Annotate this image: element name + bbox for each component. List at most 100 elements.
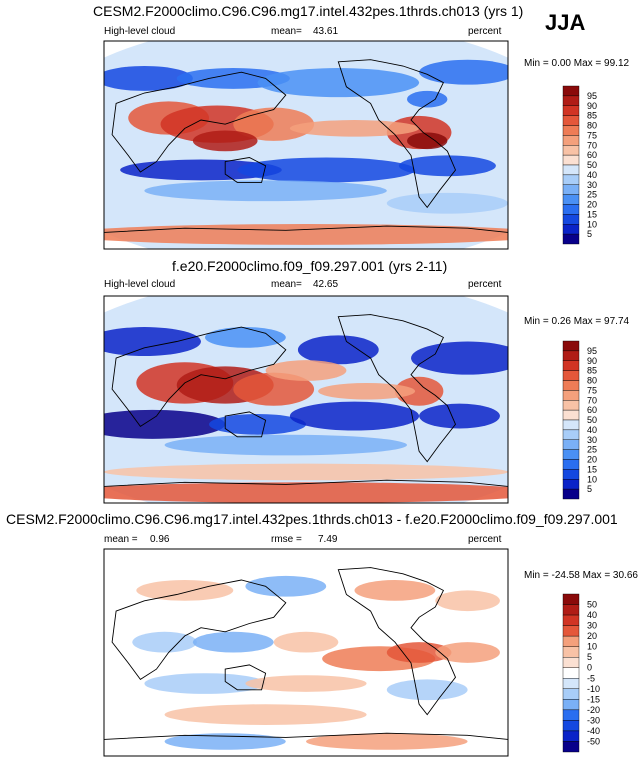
- colorbar-box: [562, 469, 580, 480]
- colorbar-box: [562, 214, 580, 225]
- colorbar-tick-label: 50: [587, 600, 597, 610]
- colorbar-box: [562, 174, 580, 185]
- map-panel-2: [103, 295, 509, 504]
- colorbar-tick-label: -5: [587, 673, 595, 683]
- coastline: [111, 579, 287, 681]
- field-blob: [237, 157, 416, 183]
- colorbar-tick-label: 70: [587, 395, 597, 405]
- panel-2-units: percent: [468, 279, 502, 290]
- colorbar-tick-label: 30: [587, 621, 597, 631]
- field-blob: [386, 192, 508, 214]
- colorbar-tick-label: 60: [587, 405, 597, 415]
- colorbar-box: [562, 390, 580, 401]
- colorbar-box: [562, 614, 580, 626]
- panel-1-mean-label: mean=: [271, 26, 302, 37]
- colorbar-tick-label: -20: [587, 705, 600, 715]
- field-blob: [164, 434, 407, 456]
- field-blob: [144, 180, 387, 202]
- colorbar-tick-label: 95: [587, 91, 597, 101]
- colorbar-box: [562, 409, 580, 421]
- field-blob: [386, 642, 452, 663]
- colorbar-box: [562, 419, 580, 431]
- field-blob: [233, 372, 315, 406]
- map-panel-1: [103, 40, 509, 250]
- colorbar-tick-label: 5: [587, 652, 592, 662]
- colorbar-box: [562, 709, 580, 721]
- colorbar-tick-label: 0: [587, 663, 592, 673]
- colorbar-tick-label: -50: [587, 736, 600, 746]
- field-blob: [104, 482, 508, 503]
- panel-3-mean-label: mean =: [104, 534, 138, 545]
- field-blob: [265, 360, 347, 381]
- colorbar-tick-label: 90: [587, 356, 597, 366]
- coastline: [104, 732, 508, 740]
- coastline: [337, 59, 457, 209]
- colorbar-box: [562, 105, 580, 116]
- panel-3-rmse-label: rmse =: [271, 534, 302, 545]
- colorbar-box: [562, 720, 580, 732]
- colorbar-box: [562, 340, 580, 352]
- coastline: [111, 326, 287, 428]
- colorbar-tick-label: 75: [587, 385, 597, 395]
- colorbar-tick-label: 40: [587, 610, 597, 620]
- map-field-3: [104, 549, 508, 756]
- panel-1-units: percent: [468, 26, 502, 37]
- field-blob: [192, 631, 274, 653]
- colorbar-box: [562, 145, 580, 156]
- colorbar-tick-label: 20: [587, 631, 597, 641]
- coastline: [111, 71, 287, 173]
- field-blob: [192, 130, 258, 152]
- colorbar-box: [562, 204, 580, 215]
- season-label: JJA: [545, 10, 586, 35]
- map-frame: [103, 548, 509, 757]
- field-blob: [132, 631, 197, 653]
- colorbar-box: [562, 730, 580, 742]
- field-blob: [435, 642, 500, 663]
- map-frame: [103, 295, 509, 504]
- colorbar-box: [562, 604, 580, 616]
- colorbar-box: [562, 646, 580, 658]
- field-blob: [289, 401, 420, 431]
- panel-3-rmse-value: 7.49: [318, 534, 338, 545]
- panel-2-title: f.e20.F2000climo.f09_f09.297.001 (yrs 2-…: [172, 258, 448, 274]
- colorbar-tick-label: 10: [587, 474, 597, 484]
- field-blob: [104, 463, 508, 481]
- colorbar-tick-label: 20: [587, 455, 597, 465]
- field-blob: [318, 382, 416, 400]
- colorbar-box: [562, 85, 580, 97]
- colorbar-tick-label: 30: [587, 180, 597, 190]
- colorbar-tick-label: 50: [587, 160, 597, 170]
- colorbar-tick-label: 10: [587, 219, 597, 229]
- field-blob: [104, 65, 193, 91]
- colorbar-box: [562, 194, 580, 205]
- colorbar-box: [562, 115, 580, 126]
- panel-1-minmax: Min = 0.00 Max = 99.12: [524, 58, 630, 69]
- coastline: [337, 567, 457, 716]
- field-blob: [289, 120, 420, 137]
- colorbar-tick-label: 75: [587, 130, 597, 140]
- colorbar-tick-label: -15: [587, 694, 600, 704]
- colorbar-tick-label: 80: [587, 121, 597, 131]
- field-blob: [306, 733, 468, 750]
- panel-3-minmax: Min = -24.58 Max = 30.66: [524, 570, 638, 581]
- panel-1-title: CESM2.F2000climo.C96.C96.mg17.intel.432p…: [93, 3, 524, 19]
- field-blob: [136, 580, 234, 601]
- colorbar-box: [562, 154, 580, 166]
- coastline: [224, 157, 267, 183]
- colorbar-tick-label: 25: [587, 190, 597, 200]
- field-blob: [233, 107, 315, 141]
- colorbar-tick-label: 90: [587, 101, 597, 111]
- colorbar-box: [562, 370, 580, 381]
- colorbar-box: [562, 233, 580, 245]
- field-blob: [407, 90, 448, 108]
- colorbar-box: [562, 380, 580, 391]
- field-blob: [411, 341, 508, 375]
- field-blob: [245, 575, 327, 597]
- field-blob: [273, 631, 339, 653]
- colorbar-box: [562, 439, 580, 450]
- colorbar-tick-label: 40: [587, 170, 597, 180]
- colorbar-box: [562, 699, 580, 711]
- coastline: [224, 411, 267, 438]
